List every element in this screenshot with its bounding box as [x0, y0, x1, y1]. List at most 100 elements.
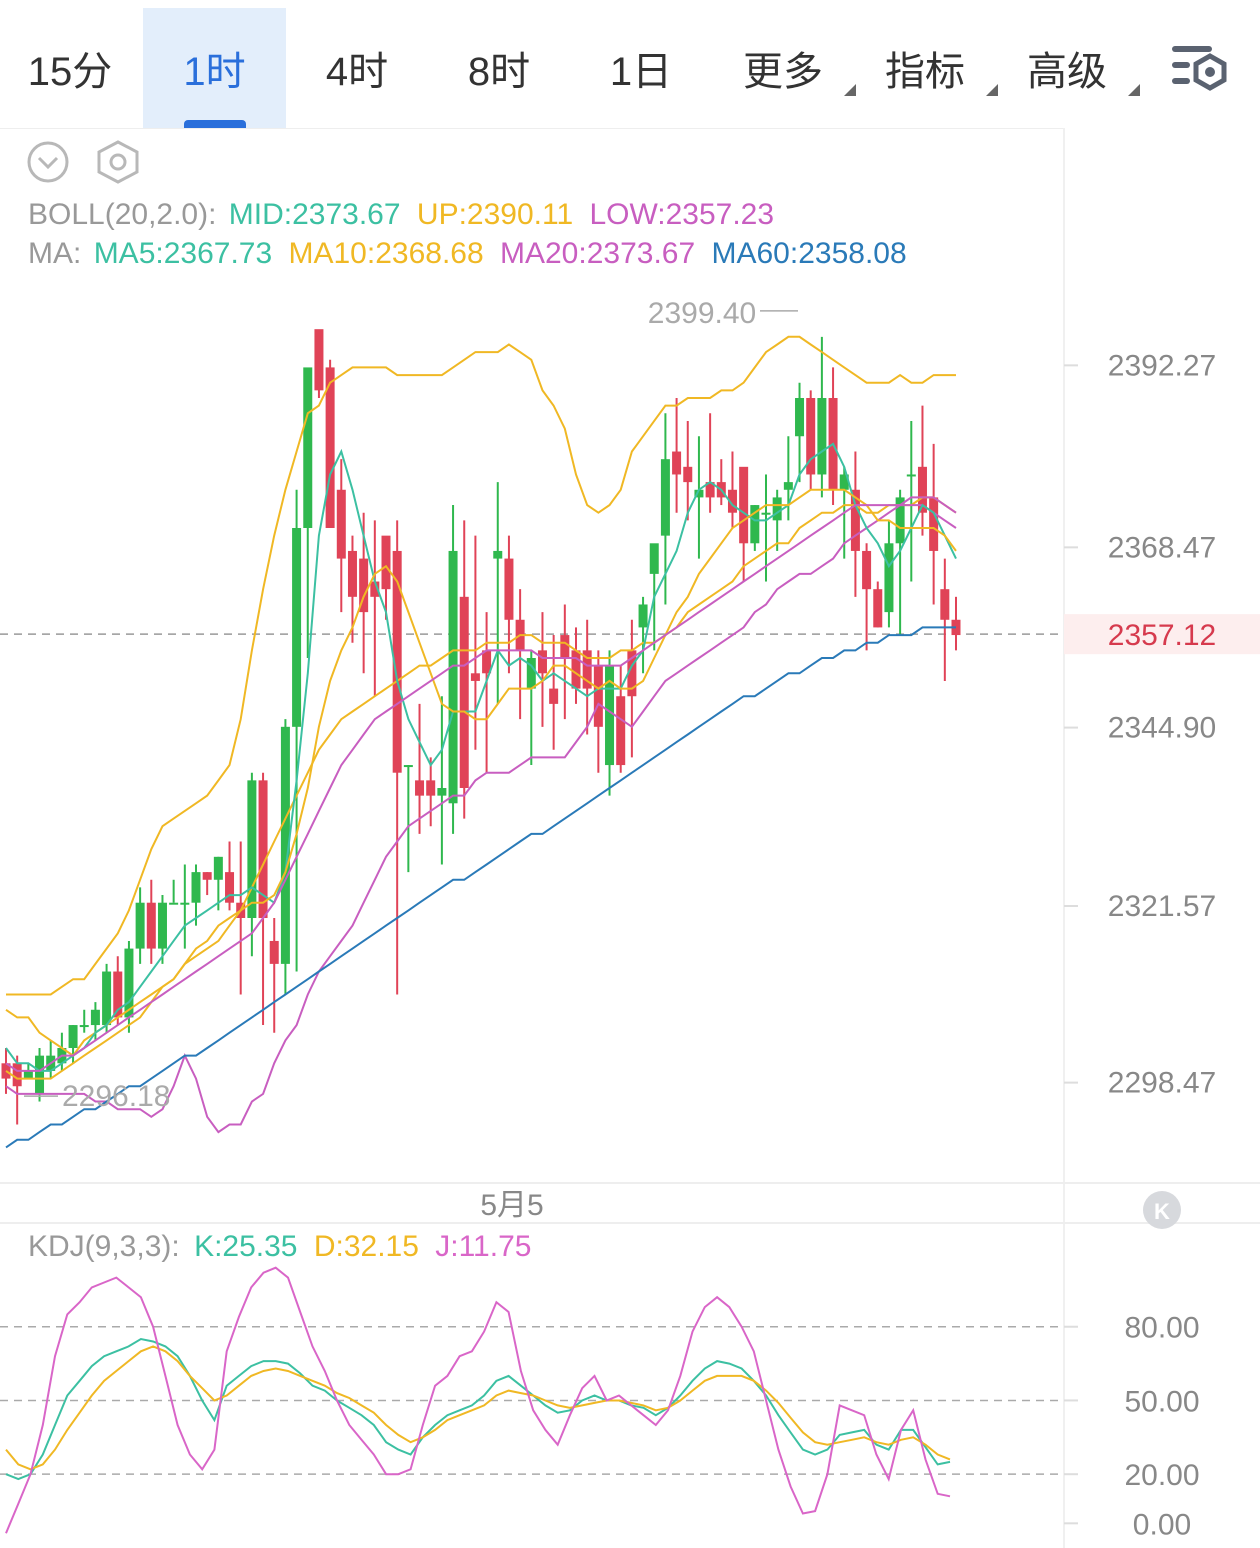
kdj-legend: KDJ(9,3,3): K:25.35 D:32.15 J:11.75	[28, 1230, 531, 1263]
candle-body	[90, 1009, 100, 1026]
candle-body	[280, 726, 290, 964]
candle-body	[359, 558, 369, 613]
ma5-legend: MA5:2367.73	[94, 237, 272, 270]
candle-body	[225, 872, 235, 903]
ma-label: MA:	[28, 237, 81, 270]
candle-body	[571, 650, 581, 689]
candle-body	[795, 398, 805, 437]
ma-legend: MA: MA5:2367.73 MA10:2368.68 MA20:2373.6…	[28, 237, 907, 270]
ma10-legend: MA10:2368.68	[289, 237, 484, 270]
boll-low: LOW:2357.23	[589, 198, 774, 231]
candle-body	[817, 398, 827, 475]
chart-area[interactable]: BOLL(20,2.0): MID:2373.67 UP:2390.11 LOW…	[0, 128, 1260, 1548]
candle-body	[560, 635, 570, 658]
candle-body	[415, 780, 425, 796]
candle-body	[325, 367, 335, 528]
tab-8h[interactable]: 8时	[467, 50, 531, 94]
candle-body	[929, 497, 939, 551]
candle-body	[392, 550, 402, 773]
price-tick-3: 2321.57	[1108, 890, 1216, 923]
dropdown-triangle-icon	[1128, 84, 1140, 96]
candle-body	[783, 482, 793, 490]
kdj-label: KDJ(9,3,3):	[28, 1230, 180, 1263]
candle-body	[739, 466, 749, 544]
kdj-lines	[5, 1266, 951, 1534]
chevron-down-circle-icon[interactable]	[27, 141, 69, 183]
candle-body	[314, 329, 324, 391]
candle-body	[627, 650, 637, 697]
candle-body	[347, 550, 357, 597]
candle-body	[683, 466, 693, 483]
candle-body	[482, 650, 492, 674]
candle-body	[336, 489, 346, 559]
candle-body	[727, 489, 737, 513]
kdj-line-j	[5, 1266, 951, 1534]
price-current-line: 2357.12	[0, 614, 1260, 655]
candle-body	[113, 971, 123, 1018]
candle-body	[616, 696, 626, 766]
candle-body	[750, 505, 760, 544]
candle-body	[191, 872, 201, 903]
date-label: 5月5	[480, 1189, 543, 1222]
tab-4h[interactable]: 4时	[325, 50, 389, 94]
price-tick-0: 2392.27	[1108, 349, 1216, 382]
hexagon-settings-icon[interactable]	[97, 140, 139, 184]
candle-body	[437, 788, 447, 796]
candle-body	[448, 550, 458, 804]
candle-body	[135, 902, 145, 949]
tab-1d[interactable]: 1日	[609, 50, 673, 94]
kdj-d: D:32.15	[314, 1230, 419, 1263]
tab-15m[interactable]: 15分	[27, 50, 113, 94]
tab-1h[interactable]: 1时	[143, 8, 286, 128]
chart-settings-icon[interactable]	[1168, 40, 1232, 96]
price-tick-2: 2344.90	[1108, 712, 1216, 745]
candle-body	[124, 948, 134, 1018]
tab-advanced[interactable]: 高级	[996, 8, 1140, 128]
candle-body	[862, 550, 872, 590]
candle-body	[213, 856, 223, 880]
candle-body	[694, 489, 704, 498]
candle-body	[839, 474, 849, 490]
tab-more[interactable]: 更多	[712, 8, 856, 128]
candle-body	[638, 604, 648, 628]
candle-body	[806, 398, 816, 475]
min-price-label: 2296.18	[62, 1080, 170, 1113]
line-ma20	[5, 496, 957, 1072]
tab-indicators[interactable]: 指标	[854, 8, 998, 128]
kdj-j: J:11.75	[435, 1230, 531, 1263]
candle-body	[370, 581, 380, 597]
kdj-tick-2: 20.00	[1124, 1459, 1199, 1492]
candle-body	[68, 1025, 78, 1048]
line-ma5	[5, 442, 957, 1072]
candle-body	[761, 512, 771, 515]
candle-body	[35, 1055, 45, 1094]
kdj-k: K:25.35	[194, 1230, 297, 1263]
candle-body	[537, 650, 547, 674]
candle-body	[169, 902, 179, 905]
candle-body	[672, 451, 682, 475]
candle-body	[549, 688, 559, 704]
candle-body	[593, 665, 603, 727]
current-price-tag: 2357.12	[1108, 619, 1216, 652]
candle-body	[247, 780, 257, 918]
candle-body	[940, 589, 950, 620]
candle-body	[705, 482, 715, 498]
candle-body	[403, 765, 413, 768]
candle-body	[146, 902, 156, 949]
candle-body	[582, 650, 592, 689]
candle-body	[269, 940, 279, 964]
candle-body	[504, 558, 514, 620]
kdj-tick-0: 80.00	[1124, 1312, 1199, 1345]
candle-body	[526, 658, 536, 689]
kdj-tick-3: 0.00	[1133, 1508, 1191, 1541]
candle-body	[895, 497, 905, 544]
kdj-line-k	[5, 1337, 951, 1481]
boll-legend: BOLL(20,2.0): MID:2373.67 UP:2390.11 LOW…	[28, 198, 774, 231]
candle-body	[426, 780, 436, 796]
back-to-latest-icon[interactable]: K	[1143, 1191, 1181, 1229]
extreme-labels: 2399.40 2296.18	[24, 297, 798, 1113]
price-tick-4: 2298.47	[1108, 1067, 1216, 1100]
candle-body	[873, 589, 883, 628]
candle-body	[157, 902, 167, 949]
candle-body	[202, 872, 212, 880]
